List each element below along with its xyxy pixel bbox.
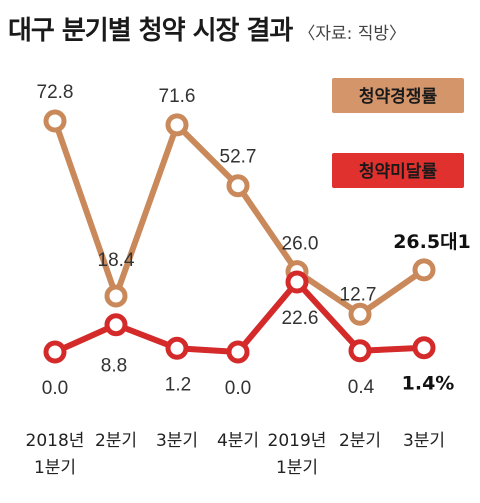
data-point-unsold-2 [104, 313, 128, 337]
x-tick-label-1-line-1: 2018년 [26, 431, 85, 451]
data-point-unsold-3 [165, 336, 189, 360]
data-point-unsold-5 [285, 270, 309, 294]
x-tick-label-2: 2분기 [95, 431, 137, 451]
data-label-unsold-4: 0.0 [225, 378, 251, 399]
data-point-unsold-4 [226, 340, 250, 364]
data-point-competition-7 [412, 258, 436, 282]
data-label-competition-2: 18.4 [98, 250, 135, 271]
data-label-unsold-7: 1.4% [402, 373, 455, 395]
legend-label-unsold-rate: 청약미달률 [359, 161, 438, 182]
data-point-unsold-6 [348, 339, 372, 363]
data-label-competition-4: 52.7 [220, 147, 257, 168]
source-note: 〈자료: 직방〉 [298, 24, 407, 44]
data-label-competition-3: 71.6 [159, 86, 196, 107]
data-point-competition-1 [43, 109, 67, 133]
chart-title-text: 대구 분기별 청약 시장 결과 [8, 16, 293, 46]
data-label-unsold-1: 0.0 [42, 378, 68, 399]
data-label-unsold-2: 8.8 [101, 356, 127, 377]
x-tick-label-7: 3분기 [403, 431, 445, 451]
data-label-unsold-5: 22.6 [282, 308, 319, 329]
data-point-competition-3 [165, 113, 189, 137]
legend-swatch-competition-rate [332, 78, 464, 113]
data-label-unsold-3: 1.2 [165, 374, 191, 395]
legend-swatch-unsold-rate [332, 153, 464, 188]
data-label-competition-1: 72.8 [37, 82, 74, 103]
chart-title: 대구 분기별 청약 시장 결과 〈자료: 직방〉 [8, 10, 406, 47]
data-label-competition-7: 26.5대1 [393, 231, 471, 253]
legend-label-competition-rate: 청약경쟁률 [359, 86, 438, 107]
data-point-competition-6 [348, 302, 372, 326]
data-label-unsold-6: 0.4 [348, 377, 375, 398]
data-label-competition-5: 26.0 [282, 234, 319, 255]
data-point-unsold-1 [43, 340, 67, 364]
x-tick-label-3: 3분기 [156, 431, 198, 451]
x-tick-label-4: 4분기 [217, 431, 259, 451]
x-tick-label-5-line-2: 1분기 [276, 458, 318, 478]
x-tick-label-5-line-1: 2019년 [268, 431, 327, 451]
x-tick-label-6: 2분기 [339, 431, 381, 451]
data-label-competition-6: 12.7 [340, 284, 377, 305]
data-point-competition-2 [104, 284, 128, 308]
x-tick-label-1-line-2: 1분기 [34, 458, 76, 478]
data-point-competition-4 [226, 174, 250, 198]
data-point-unsold-7 [412, 336, 436, 360]
